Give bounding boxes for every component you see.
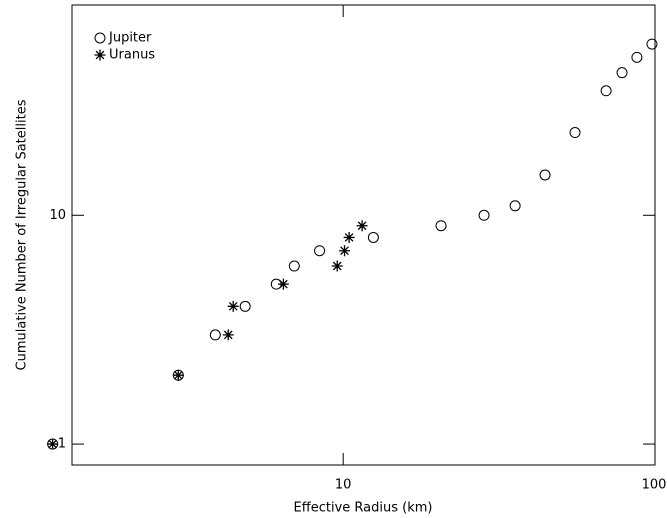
point <box>47 438 59 450</box>
point <box>288 260 300 272</box>
point <box>331 260 343 272</box>
point <box>539 169 551 181</box>
point <box>172 369 184 381</box>
legend-marker <box>94 32 106 44</box>
point <box>239 300 251 312</box>
x-tick-label: 100 <box>642 478 667 493</box>
x-tick-label: 10 <box>335 478 352 493</box>
y-tick-label: 10 <box>49 208 66 223</box>
point <box>509 200 521 212</box>
point <box>209 329 221 341</box>
point <box>631 51 643 63</box>
point <box>339 245 351 257</box>
x-axis-label: Effective Radius (km) <box>294 501 433 516</box>
point <box>343 231 355 243</box>
legend-marker <box>94 49 106 61</box>
point <box>600 85 612 97</box>
y-tick-label: 1 <box>58 437 66 452</box>
point <box>478 209 490 221</box>
point <box>227 300 239 312</box>
y-axis-label: Cumulative Number of Irregular Satellite… <box>15 99 30 370</box>
point <box>277 278 289 290</box>
plot-frame <box>71 4 656 466</box>
point <box>616 67 628 79</box>
point <box>314 245 326 257</box>
point <box>367 231 379 243</box>
point <box>222 329 234 341</box>
point <box>435 220 447 232</box>
legend-label: Uranus <box>109 48 155 63</box>
point <box>356 220 368 232</box>
legend-label: Jupiter <box>108 31 152 46</box>
point <box>569 127 581 139</box>
point <box>646 38 658 50</box>
